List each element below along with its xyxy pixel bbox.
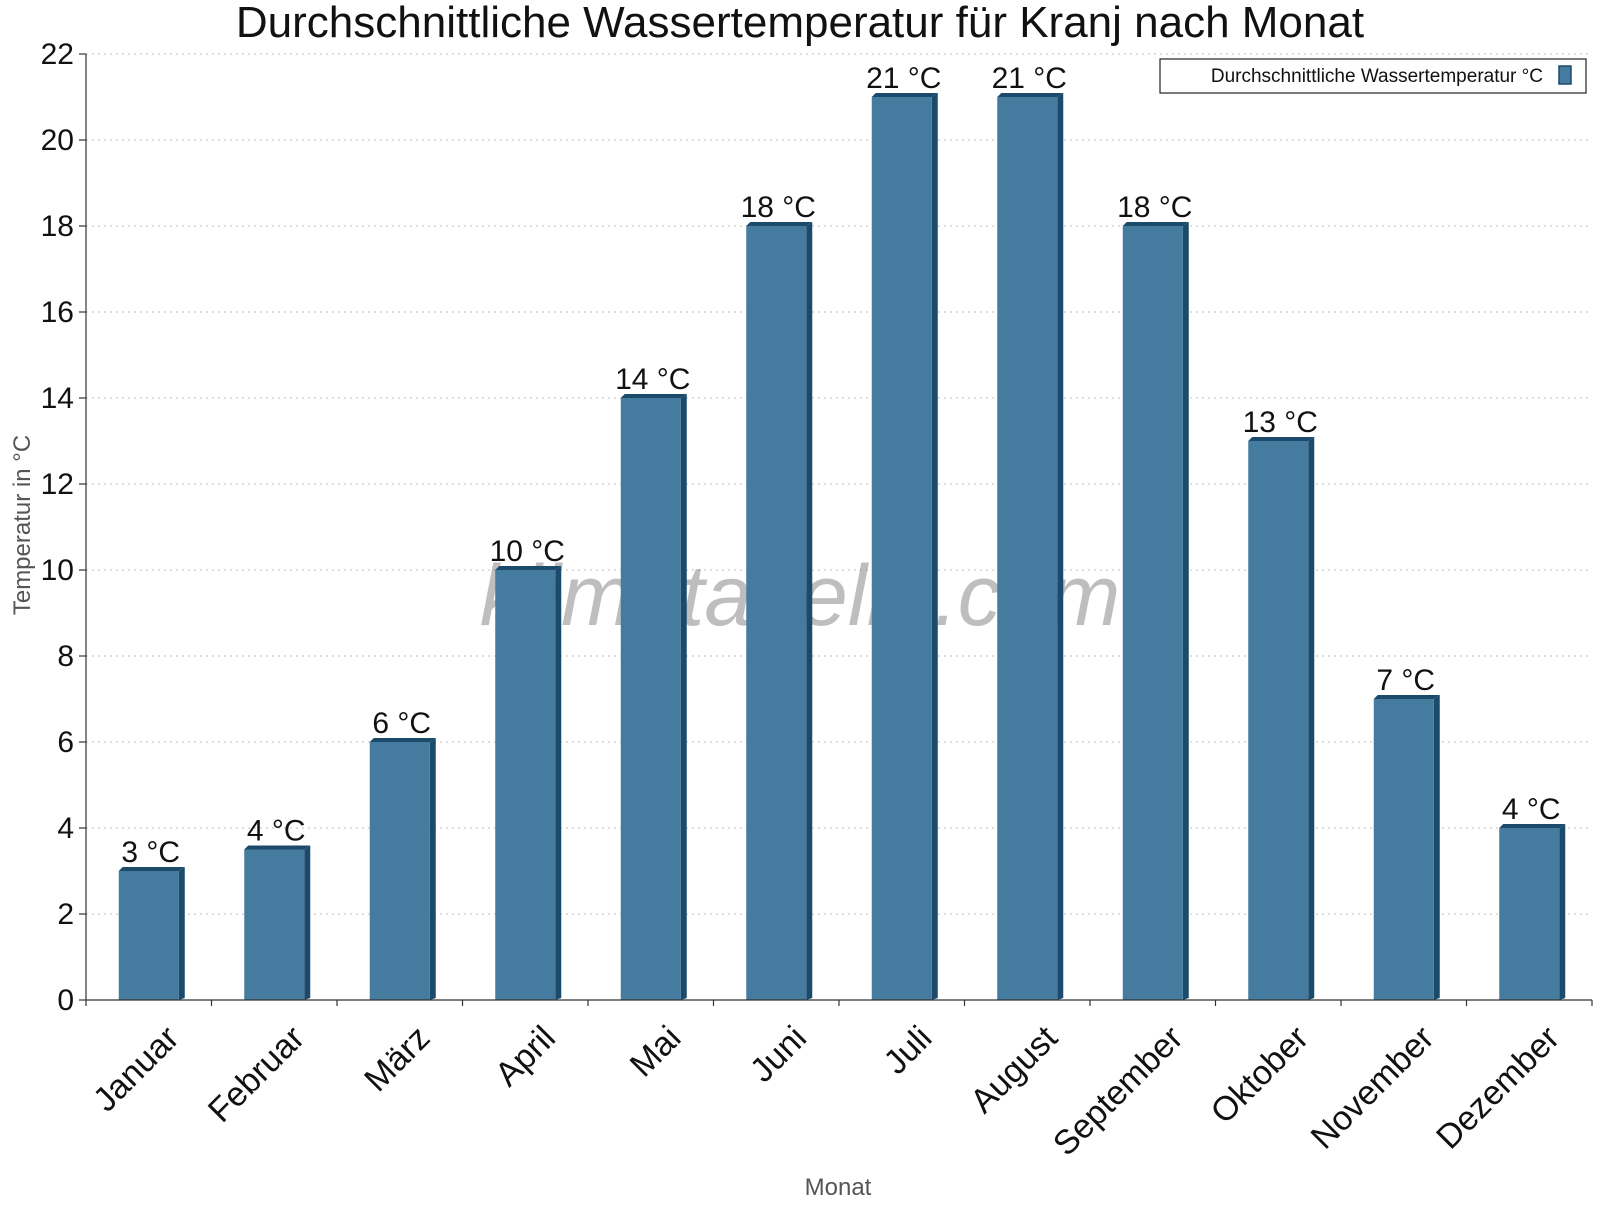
bar-top bbox=[369, 738, 436, 742]
bar bbox=[871, 97, 932, 1000]
bar bbox=[1373, 699, 1434, 1000]
y-tick-label: 4 bbox=[57, 812, 74, 845]
bar bbox=[1122, 226, 1183, 1000]
y-tick-label: 18 bbox=[41, 210, 74, 243]
x-tick-label: August bbox=[963, 1018, 1065, 1120]
bar-top bbox=[495, 566, 562, 570]
y-tick-label: 20 bbox=[41, 124, 74, 157]
y-tick-label: 2 bbox=[57, 898, 74, 931]
data-label: 4 °C bbox=[247, 815, 306, 848]
y-tick-label: 14 bbox=[41, 382, 74, 415]
y-axis-label: Temperatur in °C bbox=[9, 435, 36, 615]
data-label: 7 °C bbox=[1376, 664, 1435, 697]
bar-side bbox=[555, 566, 562, 1000]
data-label: 21 °C bbox=[866, 62, 941, 95]
bar bbox=[997, 97, 1058, 1000]
data-label: 4 °C bbox=[1502, 793, 1561, 826]
x-tick-label: Dezember bbox=[1429, 1019, 1567, 1157]
data-label: 14 °C bbox=[615, 363, 690, 396]
bar bbox=[369, 742, 430, 1000]
bar-side bbox=[1308, 437, 1315, 1000]
bar-side bbox=[931, 93, 938, 1000]
bar-top bbox=[244, 845, 311, 850]
bar bbox=[620, 398, 681, 1000]
bar bbox=[244, 849, 305, 1000]
data-label: 13 °C bbox=[1243, 406, 1318, 439]
bar-side bbox=[1433, 695, 1440, 1000]
bar-top bbox=[1499, 824, 1566, 828]
legend-swatch bbox=[1558, 65, 1572, 85]
y-tick-label: 6 bbox=[57, 726, 74, 759]
x-tick-label: Juli bbox=[876, 1019, 939, 1082]
x-tick-label: April bbox=[488, 1019, 563, 1094]
bar-side bbox=[178, 867, 185, 1000]
bar bbox=[1499, 828, 1560, 1000]
bar-top bbox=[118, 867, 185, 871]
x-tick-label: September bbox=[1046, 1019, 1190, 1163]
bar-side bbox=[680, 394, 687, 1000]
bar-top bbox=[746, 222, 813, 226]
legend: Durchschnittliche Wassertemperatur °C bbox=[1159, 58, 1587, 94]
bar-top bbox=[997, 93, 1064, 97]
bars: 3 °C 4 °C 6 °C 10 °C 14 °C 18 °C 21 °C 21 °C 18 … bbox=[118, 62, 1566, 1000]
data-label: 3 °C bbox=[121, 836, 180, 869]
bar-side bbox=[429, 738, 436, 1000]
bar-top bbox=[1373, 695, 1440, 699]
grid bbox=[86, 53, 1592, 915]
x-axis-label: Monat bbox=[805, 1174, 872, 1200]
data-label: 10 °C bbox=[490, 535, 565, 568]
data-label: 18 °C bbox=[1117, 191, 1192, 224]
y-tick-label: 12 bbox=[41, 468, 74, 501]
bar bbox=[746, 226, 807, 1000]
bar bbox=[495, 570, 556, 1000]
x-tick-label: Januar bbox=[86, 1019, 186, 1119]
x-tick-label: November bbox=[1304, 1019, 1442, 1157]
x-tick-label: Oktober bbox=[1204, 1019, 1316, 1131]
x-tick-label: Juni bbox=[743, 1019, 814, 1090]
y-tick-label: 8 bbox=[57, 640, 74, 673]
bar-top bbox=[620, 394, 687, 398]
data-label: 18 °C bbox=[741, 191, 816, 224]
bar-side bbox=[1559, 824, 1566, 1000]
bar-side bbox=[1182, 222, 1189, 1000]
bar-side bbox=[1057, 93, 1064, 1000]
bar-top bbox=[871, 93, 938, 97]
bar-side bbox=[304, 845, 311, 1000]
bar bbox=[118, 871, 179, 1000]
legend-label: Durchschnittliche Wassertemperatur °C bbox=[1211, 66, 1543, 87]
bar-top bbox=[1122, 222, 1189, 226]
x-tick-label: Mai bbox=[623, 1019, 689, 1085]
bar-top bbox=[1248, 437, 1315, 441]
bar bbox=[1248, 441, 1309, 1000]
data-label: 21 °C bbox=[992, 62, 1067, 95]
y-tick-label: 16 bbox=[41, 296, 74, 329]
data-label: 6 °C bbox=[372, 707, 431, 740]
bar-side bbox=[806, 222, 813, 1000]
chart-title: Durchschnittliche Wassertemperatur für K… bbox=[236, 0, 1364, 47]
y-tick-label: 0 bbox=[57, 984, 74, 1017]
x-tick-label: Februar bbox=[201, 1019, 312, 1130]
y-tick-label: 10 bbox=[41, 554, 74, 587]
y-tick-label: 22 bbox=[41, 38, 74, 71]
x-tick-label: März bbox=[357, 1019, 437, 1099]
